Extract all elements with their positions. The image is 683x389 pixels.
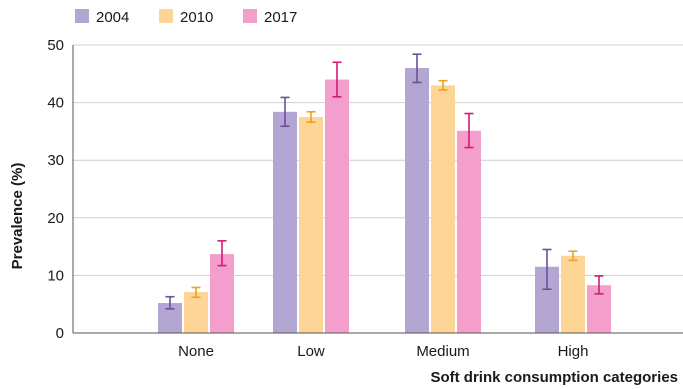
y-tick-label-20: 20 bbox=[47, 210, 64, 227]
bar-2010-medium bbox=[431, 85, 455, 333]
legend-label-2010: 2010 bbox=[180, 9, 213, 26]
x-tick-labels: None Low Medium High bbox=[178, 343, 588, 360]
y-tick-label-0: 0 bbox=[56, 325, 64, 342]
legend-swatch-2004 bbox=[75, 9, 89, 23]
gridlines bbox=[73, 44, 683, 276]
bar-2004-medium bbox=[405, 68, 429, 333]
bar-2010-low bbox=[299, 117, 323, 333]
x-tick-label-none: None bbox=[178, 343, 214, 360]
y-tick-label-10: 10 bbox=[47, 267, 64, 284]
bar-2017-none bbox=[210, 254, 234, 333]
y-tick-label-30: 30 bbox=[47, 152, 64, 169]
bar-2017-medium bbox=[457, 130, 481, 333]
bar-2017-low bbox=[325, 79, 349, 333]
bar-2010-high bbox=[561, 255, 585, 333]
bar-2010-none bbox=[184, 292, 208, 333]
x-tick-label-high: High bbox=[558, 343, 589, 360]
bars bbox=[158, 68, 611, 333]
legend-label-2017: 2017 bbox=[264, 9, 297, 26]
y-axis-title: Prevalence (%) bbox=[9, 163, 26, 270]
bar-2004-low bbox=[273, 111, 297, 333]
y-tick-label-50: 50 bbox=[47, 37, 64, 54]
legend-label-2004: 2004 bbox=[96, 9, 129, 26]
legend-swatch-2010 bbox=[159, 9, 173, 23]
x-axis-title: Soft drink consumption categories bbox=[430, 369, 678, 386]
axes bbox=[72, 45, 683, 334]
y-tick-labels: 0 10 20 30 40 50 bbox=[47, 37, 64, 342]
x-tick-label-low: Low bbox=[297, 343, 325, 360]
legend: 2004 2010 2017 bbox=[75, 9, 297, 26]
legend-swatch-2017 bbox=[243, 9, 257, 23]
y-tick-label-40: 40 bbox=[47, 95, 64, 112]
x-tick-label-medium: Medium bbox=[416, 343, 469, 360]
error-bars bbox=[165, 53, 604, 310]
